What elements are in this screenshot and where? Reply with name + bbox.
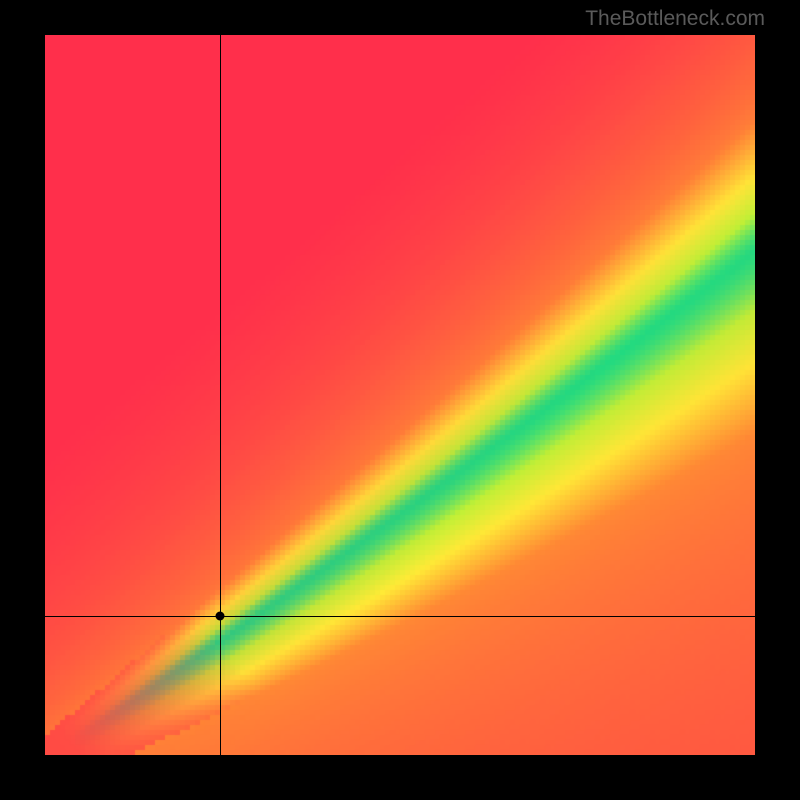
heatmap-plot — [45, 35, 755, 755]
data-point-marker — [215, 612, 224, 621]
chart-frame: TheBottleneck.com — [0, 0, 800, 800]
crosshair-vertical — [220, 35, 221, 755]
watermark-text: TheBottleneck.com — [585, 7, 765, 31]
heatmap-canvas — [45, 35, 755, 755]
crosshair-horizontal — [45, 616, 755, 617]
